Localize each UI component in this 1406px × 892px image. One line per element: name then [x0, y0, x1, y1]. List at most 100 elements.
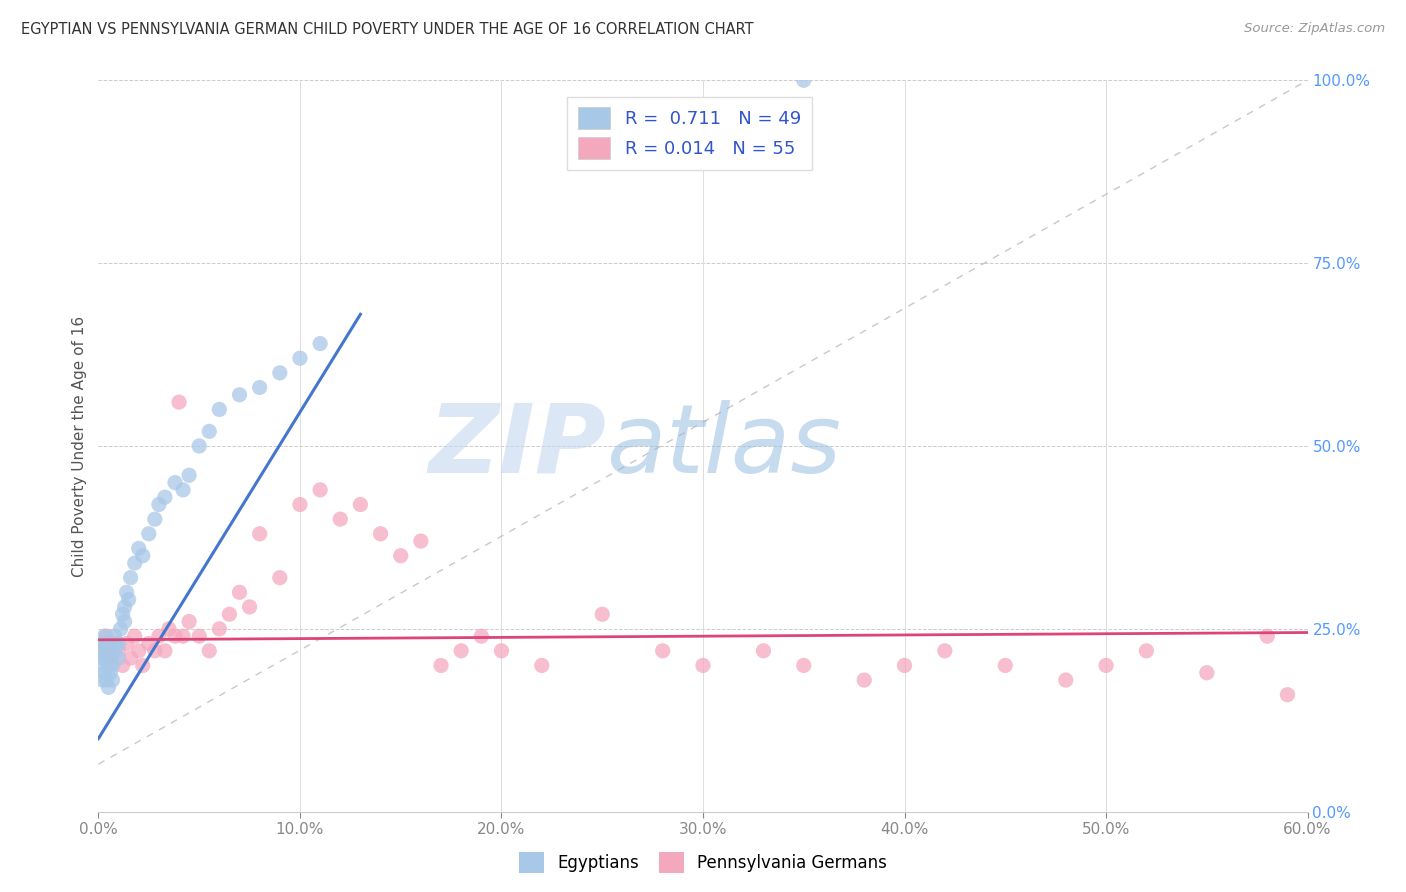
Y-axis label: Child Poverty Under the Age of 16: Child Poverty Under the Age of 16: [72, 316, 87, 576]
Point: [1135, 644, 1157, 658]
Point: [179, 615, 201, 629]
Point: [93, 644, 115, 658]
Point: [97, 644, 120, 658]
Point: [370, 526, 392, 541]
Point: [100, 665, 122, 680]
Point: [138, 526, 160, 541]
Point: [309, 483, 332, 497]
Point: [389, 549, 412, 563]
Point: [107, 636, 129, 650]
Point: [153, 644, 176, 658]
Point: [329, 512, 352, 526]
Point: [91, 636, 114, 650]
Point: [107, 651, 129, 665]
Point: [103, 629, 125, 643]
Point: [91, 673, 114, 687]
Point: [692, 658, 714, 673]
Point: [101, 673, 124, 687]
Point: [752, 644, 775, 658]
Point: [115, 585, 138, 599]
Point: [188, 629, 211, 643]
Point: [269, 366, 291, 380]
Point: [96, 673, 118, 687]
Point: [91, 651, 114, 665]
Point: [103, 636, 125, 650]
Point: [934, 644, 956, 658]
Point: [115, 636, 138, 650]
Point: [93, 629, 115, 643]
Point: [163, 629, 186, 643]
Point: [128, 541, 150, 556]
Text: ZIP: ZIP: [429, 400, 606, 492]
Point: [430, 658, 453, 673]
Point: [309, 336, 332, 351]
Point: [157, 622, 180, 636]
Point: [89, 658, 111, 673]
Point: [172, 483, 194, 497]
Text: EGYPTIAN VS PENNSYLVANIA GERMAN CHILD POVERTY UNDER THE AGE OF 16 CORRELATION CH: EGYPTIAN VS PENNSYLVANIA GERMAN CHILD PO…: [21, 22, 754, 37]
Point: [349, 498, 371, 512]
Point: [97, 681, 120, 695]
Point: [93, 665, 115, 680]
Point: [114, 599, 136, 614]
Point: [101, 658, 124, 673]
Point: [89, 644, 111, 658]
Point: [118, 592, 141, 607]
Point: [124, 629, 146, 643]
Point: [218, 607, 240, 622]
Point: [1195, 665, 1218, 680]
Text: Source: ZipAtlas.com: Source: ZipAtlas.com: [1244, 22, 1385, 36]
Point: [591, 607, 613, 622]
Point: [530, 658, 553, 673]
Point: [148, 629, 170, 643]
Point: [143, 644, 166, 658]
Point: [288, 351, 311, 366]
Point: [1256, 629, 1278, 643]
Point: [103, 644, 125, 658]
Point: [132, 549, 155, 563]
Point: [450, 644, 472, 658]
Point: [409, 534, 432, 549]
Point: [651, 644, 673, 658]
Legend: Egyptians, Pennsylvania Germans: Egyptians, Pennsylvania Germans: [512, 846, 894, 880]
Point: [167, 395, 190, 409]
Point: [148, 498, 170, 512]
Point: [120, 571, 142, 585]
Point: [239, 599, 262, 614]
Point: [100, 651, 122, 665]
Point: [120, 651, 142, 665]
Point: [96, 636, 118, 650]
Point: [288, 498, 311, 512]
Point: [269, 571, 291, 585]
Point: [96, 629, 118, 643]
Point: [105, 636, 128, 650]
Point: [111, 607, 134, 622]
Point: [793, 658, 815, 673]
Point: [172, 629, 194, 643]
Text: atlas: atlas: [606, 400, 841, 492]
Point: [853, 673, 876, 687]
Point: [228, 585, 250, 599]
Point: [198, 425, 221, 439]
Point: [153, 490, 176, 504]
Point: [96, 651, 118, 665]
Point: [132, 658, 155, 673]
Point: [198, 644, 221, 658]
Legend: R =  0.711   N = 49, R = 0.014   N = 55: R = 0.711 N = 49, R = 0.014 N = 55: [567, 96, 811, 169]
Point: [163, 475, 186, 490]
Point: [228, 388, 250, 402]
Point: [1277, 688, 1299, 702]
Point: [994, 658, 1017, 673]
Point: [470, 629, 492, 643]
Point: [208, 622, 231, 636]
Point: [1054, 673, 1077, 687]
Point: [97, 658, 120, 673]
Point: [138, 636, 160, 650]
Point: [124, 556, 146, 570]
Point: [249, 380, 271, 394]
Point: [107, 644, 129, 658]
Point: [893, 658, 915, 673]
Point: [249, 526, 271, 541]
Point: [110, 622, 132, 636]
Point: [143, 512, 166, 526]
